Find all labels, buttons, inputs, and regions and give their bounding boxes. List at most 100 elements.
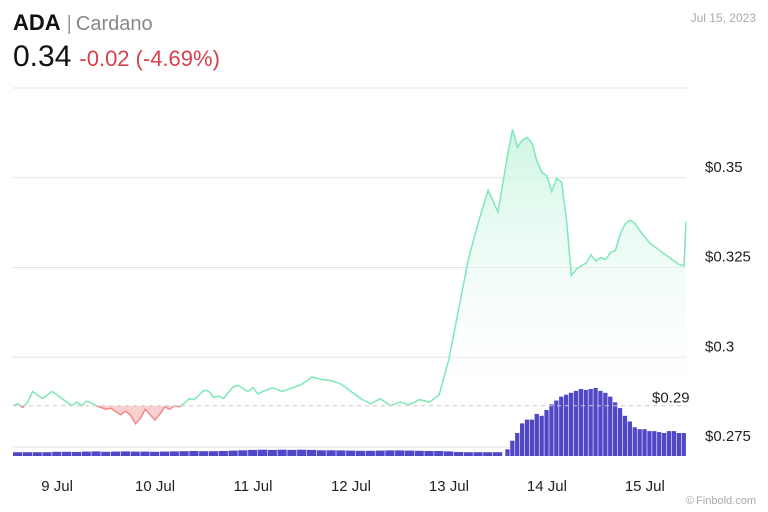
volume-bar xyxy=(549,404,554,456)
volume-bar xyxy=(593,388,598,456)
volume-bar xyxy=(622,415,628,456)
volume-bar xyxy=(355,450,366,456)
volume-bar xyxy=(564,394,569,456)
volume-bar xyxy=(434,451,444,456)
volume-bar xyxy=(336,450,346,456)
volume-bar xyxy=(463,452,473,456)
volume-bar xyxy=(277,449,287,456)
volume-bar xyxy=(588,389,593,456)
volume-bar xyxy=(657,432,662,456)
volume-bar xyxy=(493,452,503,456)
y-tick-label: $0.3 xyxy=(705,338,734,355)
volume-bar xyxy=(42,452,52,456)
ticker-symbol: ADA xyxy=(13,10,61,35)
volume-bar xyxy=(101,451,111,456)
axis-labels: $0.275 $0.3 $0.325 $0.35 9 Jul 10 Jul 11 Jul 12… xyxy=(41,159,751,495)
volume-bar xyxy=(453,452,463,456)
volume-bar xyxy=(13,452,23,456)
volume-bar xyxy=(544,410,549,456)
volume-bar xyxy=(179,451,189,456)
volume-bar xyxy=(218,451,228,456)
volume-bar xyxy=(287,449,297,456)
volume-bar xyxy=(326,450,336,456)
y-tick-label: $0.325 xyxy=(705,249,751,266)
volume-bar xyxy=(613,402,618,456)
volume-bar xyxy=(671,431,677,456)
volume-bar xyxy=(598,390,603,456)
volume-bar xyxy=(316,450,326,456)
price-change-percent: (-4.69%) xyxy=(135,46,220,71)
volume-bar xyxy=(424,451,434,456)
volume-bar xyxy=(228,450,238,456)
volume-bar xyxy=(395,450,405,456)
volume-bar xyxy=(573,390,579,456)
volume-bar xyxy=(473,452,483,456)
x-tick-label: 9 Jul xyxy=(41,478,73,495)
volume-bar xyxy=(297,449,307,456)
volume-bar xyxy=(71,452,81,456)
volume-bar xyxy=(529,419,535,456)
volume-bar xyxy=(539,415,544,456)
x-tick-label: 15 Jul xyxy=(625,478,665,495)
volume-bar xyxy=(524,419,530,456)
volume-bar xyxy=(365,450,375,456)
volume-bar xyxy=(111,451,121,456)
volume-bar xyxy=(140,451,150,456)
reference-line-group: $0.29 xyxy=(13,390,690,407)
volume-bar xyxy=(652,431,657,456)
volume-bar xyxy=(169,451,179,456)
area-fill-below xyxy=(20,405,181,424)
volume-bar xyxy=(385,450,395,456)
volume-bar xyxy=(666,431,672,456)
volume-bar xyxy=(515,433,520,456)
volume-bar xyxy=(150,451,160,456)
price-line-below xyxy=(13,405,393,425)
volume-bars xyxy=(13,388,686,456)
watermark-text: Finbold.com xyxy=(696,495,756,507)
header: ADA | Cardano 0.34 -0.02 (-4.69%) xyxy=(13,10,220,74)
volume-bar xyxy=(483,452,493,456)
volume-bar xyxy=(257,449,268,456)
y-tick-label: $0.35 xyxy=(705,159,743,176)
volume-bar xyxy=(52,451,62,456)
volume-bar xyxy=(647,431,652,456)
volume-bar xyxy=(603,392,608,456)
volume-bar xyxy=(627,421,632,456)
price-change: -0.02 xyxy=(79,46,130,71)
volume-bar xyxy=(662,433,667,456)
price-line-above xyxy=(12,129,687,406)
volume-bar xyxy=(62,451,72,456)
volume-bar xyxy=(375,450,385,456)
volume-bar xyxy=(520,423,525,456)
x-tick-label: 12 Jul xyxy=(331,478,371,495)
volume-bar xyxy=(238,450,248,456)
volume-bar xyxy=(583,389,588,456)
volume-bar xyxy=(267,449,277,456)
volume-bar xyxy=(534,413,539,456)
volume-bar xyxy=(91,451,101,456)
volume-bar xyxy=(189,451,199,456)
volume-bar xyxy=(676,433,681,456)
volume-bar xyxy=(120,451,130,456)
volume-bar xyxy=(444,451,454,456)
volume-bar xyxy=(414,450,424,456)
watermark: © Finbold.com xyxy=(686,495,756,507)
volume-bar xyxy=(306,449,317,456)
x-tick-label: 14 Jul xyxy=(527,478,567,495)
volume-bar xyxy=(632,427,637,456)
volume-bar xyxy=(642,429,647,456)
area-fill-above xyxy=(13,129,686,406)
price-row: 0.34 -0.02 (-4.69%) xyxy=(13,40,220,74)
volume-bar xyxy=(208,451,219,456)
volume-bar xyxy=(346,450,356,456)
volume-bar xyxy=(554,400,559,456)
volume-bar xyxy=(199,451,209,456)
volume-bar xyxy=(159,451,170,456)
volume-bar xyxy=(22,452,32,456)
copyright-icon: © xyxy=(685,495,695,507)
volume-bar xyxy=(617,408,623,456)
volume-bar xyxy=(510,440,515,456)
volume-bar xyxy=(608,396,613,456)
x-tick-label: 11 Jul xyxy=(234,478,273,495)
volume-bar xyxy=(32,452,42,456)
